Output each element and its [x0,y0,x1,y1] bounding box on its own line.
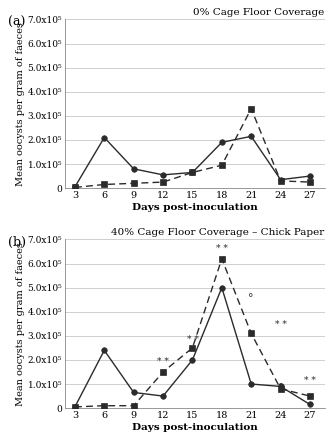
Text: °: ° [278,384,283,394]
Text: °: ° [248,294,254,304]
Text: * *: * * [157,357,169,366]
Text: 40% Cage Floor Coverage – Chick Paper: 40% Cage Floor Coverage – Chick Paper [112,228,325,237]
Y-axis label: Mean oocysts per gram of faeces: Mean oocysts per gram of faeces [16,242,25,406]
Text: (a): (a) [8,16,25,29]
Text: * *: * * [216,244,228,253]
X-axis label: Days post-inoculation: Days post-inoculation [132,423,258,432]
Text: * *: * * [304,376,316,385]
Text: (b): (b) [8,236,26,249]
Text: * *: * * [186,335,198,344]
Text: * *: * * [275,319,286,329]
Y-axis label: Mean oocysts per gram of faeces: Mean oocysts per gram of faeces [16,22,25,186]
Text: 0% Cage Floor Coverage: 0% Cage Floor Coverage [193,8,325,17]
X-axis label: Days post-inoculation: Days post-inoculation [132,203,258,212]
